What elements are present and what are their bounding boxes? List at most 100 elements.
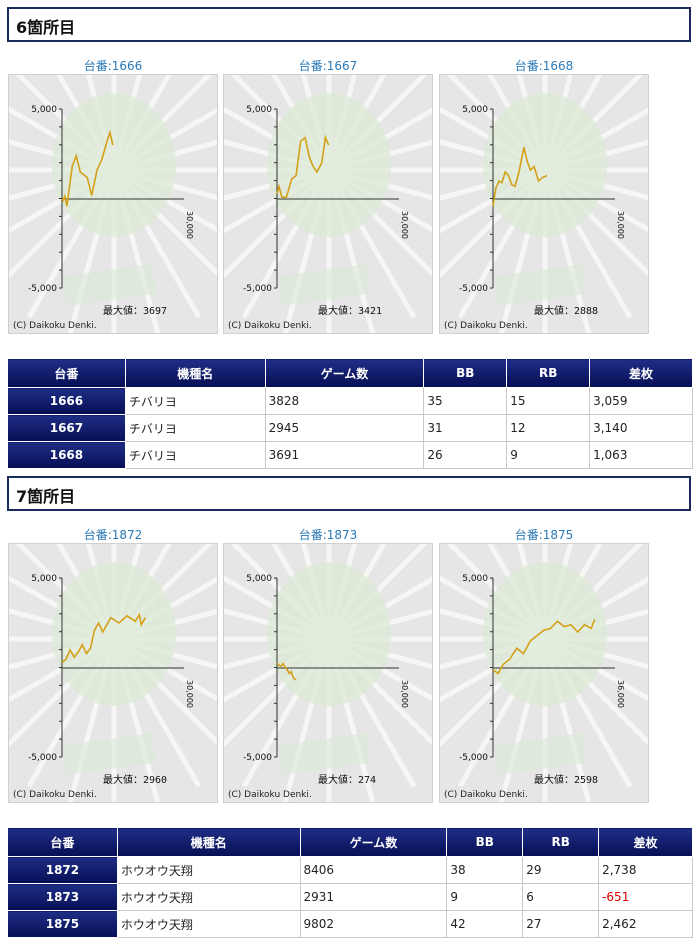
table-cell: ホウオウ天翔 xyxy=(116,856,301,884)
table-cell: 2,738 xyxy=(598,856,693,884)
section-header: 7箇所目 xyxy=(7,476,691,511)
unit-number-cell: 1873 xyxy=(7,883,118,911)
background-emblem xyxy=(483,562,607,706)
unit-number-cell: 1875 xyxy=(7,910,118,938)
copyright-text: (C) Daikoku Denki. xyxy=(13,321,97,331)
copyright-text: (C) Daikoku Denki. xyxy=(444,321,528,331)
y-tick-label-max: 5,000 xyxy=(462,105,488,115)
column-header: 台番 xyxy=(7,827,118,857)
y-tick-label-min: -5,000 xyxy=(243,753,272,763)
unit-title-link[interactable]: 台番:1668 xyxy=(514,59,574,73)
unit-title-link[interactable]: 台番:1872 xyxy=(83,528,143,542)
table-cell: ホウオウ天翔 xyxy=(116,883,301,911)
unit-number-cell: 1666 xyxy=(7,387,126,415)
y-tick-label-min: -5,000 xyxy=(28,284,57,294)
slump-graph[interactable]: 5,000 -5,000 30,000 最大値：3421 (C) Daikoku Den… xyxy=(223,74,433,334)
slump-graph[interactable]: 5,000 -5,000 36,000 最大値：2598 (C) Daikoku Den… xyxy=(439,543,649,803)
column-header: 機種名 xyxy=(116,827,301,857)
table-cell: 3,059 xyxy=(589,387,693,415)
data-line xyxy=(276,662,297,681)
table-cell: 26 xyxy=(423,441,508,469)
table-cell: 9 xyxy=(506,441,591,469)
section-header: 6箇所目 xyxy=(7,7,691,42)
section-title: 6箇所目 xyxy=(16,18,76,37)
x-tick-label-max: 30,000 xyxy=(400,680,409,708)
data-line xyxy=(61,612,147,664)
copyright-text: (C) Daikoku Denki. xyxy=(444,790,528,800)
y-tick-label-max: 5,000 xyxy=(462,574,488,584)
column-header: 機種名 xyxy=(124,358,266,388)
unit-number-cell: 1667 xyxy=(7,414,126,442)
column-header: 差枚 xyxy=(598,827,693,857)
table-row: 1667 チバリヨ 2945 31 12 3,140 xyxy=(7,414,693,442)
copyright-text: (C) Daikoku Denki. xyxy=(228,321,312,331)
x-tick-label-max: 30,000 xyxy=(400,211,409,239)
table-cell: 3828 xyxy=(264,387,425,415)
max-value-label: 最大値：2598 xyxy=(534,775,599,786)
table-cell: 2931 xyxy=(299,883,448,911)
unit-title-link[interactable]: 台番:1875 xyxy=(514,528,574,542)
y-tick-label-max: 5,000 xyxy=(31,105,57,115)
unit-title-link[interactable]: 台番:1873 xyxy=(298,528,358,542)
y-tick-label-max: 5,000 xyxy=(31,574,57,584)
slump-graph[interactable]: 5,000 -5,000 30,000 最大値：2888 (C) Daikoku Den… xyxy=(439,74,649,334)
table-cell: 42 xyxy=(446,910,524,938)
table-cell: 2,462 xyxy=(598,910,693,938)
table-cell: 2945 xyxy=(264,414,425,442)
table-cell: -651 xyxy=(598,883,693,911)
slump-graph[interactable]: 5,000 -5,000 30,000 最大値：274 (C) Daikoku Denk… xyxy=(223,543,433,803)
table-row: 1666 チバリヨ 3828 35 15 3,059 xyxy=(7,387,693,415)
data-line xyxy=(276,134,330,198)
table-cell: 12 xyxy=(506,414,591,442)
section-title: 7箇所目 xyxy=(16,487,76,506)
y-tick-label-max: 5,000 xyxy=(246,105,272,115)
background-emblem xyxy=(267,93,391,237)
y-tick-label-min: -5,000 xyxy=(459,753,488,763)
x-tick-label-max: 30,000 xyxy=(185,680,194,708)
max-value-label: 最大値：3421 xyxy=(318,306,383,317)
y-tick-label-min: -5,000 xyxy=(459,284,488,294)
table-cell: チバリヨ xyxy=(124,414,266,442)
column-header: RB xyxy=(522,827,600,857)
x-tick-label-max: 30,000 xyxy=(616,211,625,239)
column-header: ゲーム数 xyxy=(299,827,448,857)
background-emblem xyxy=(52,562,176,706)
table-row: 1668 チバリヨ 3691 26 9 1,063 xyxy=(7,441,693,469)
column-header: RB xyxy=(506,358,591,388)
background-emblem xyxy=(267,562,391,706)
data-line xyxy=(492,619,596,675)
unit-title-link[interactable]: 台番:1666 xyxy=(83,59,143,73)
max-value-label: 最大値：2960 xyxy=(103,775,168,786)
table-cell: ホウオウ天翔 xyxy=(116,910,301,938)
table-cell: 6 xyxy=(522,883,600,911)
table-cell: チバリヨ xyxy=(124,387,266,415)
column-header: 差枚 xyxy=(589,358,693,388)
slump-graph[interactable]: 5,000 -5,000 30,000 最大値：2960 (C) Daikoku Den… xyxy=(8,543,218,803)
table-cell: チバリヨ xyxy=(124,441,266,469)
table-cell: 38 xyxy=(446,856,524,884)
table-row: 1872 ホウオウ天翔 8406 38 29 2,738 xyxy=(7,856,693,884)
max-value-label: 最大値：274 xyxy=(318,775,377,786)
copyright-text: (C) Daikoku Denki. xyxy=(228,790,312,800)
table-cell: 9802 xyxy=(299,910,448,938)
table-header-row: 台番 機種名 ゲーム数 BB RB 差枚 xyxy=(7,358,693,388)
slump-graph[interactable]: 5,000 -5,000 30,000 最大値：3697 (C) Daikoku Den… xyxy=(8,74,218,334)
table-row: 1875 ホウオウ天翔 9802 42 27 2,462 xyxy=(7,910,693,938)
data-line xyxy=(61,129,114,207)
table-cell: 29 xyxy=(522,856,600,884)
results-table: 台番 機種名 ゲーム数 BB RB 差枚 1666 チバリヨ 3828 35 15 3,059 166… xyxy=(7,358,693,469)
unit-number-cell: 1668 xyxy=(7,441,126,469)
copyright-text: (C) Daikoku Denki. xyxy=(13,790,97,800)
unit-title-link[interactable]: 台番:1667 xyxy=(298,59,358,73)
background-emblem xyxy=(483,93,607,237)
table-cell: 9 xyxy=(446,883,524,911)
data-line xyxy=(492,146,548,207)
results-table: 台番 機種名 ゲーム数 BB RB 差枚 1872 ホウオウ天翔 8406 38 29 2,738 1… xyxy=(7,827,693,938)
column-header: 台番 xyxy=(7,358,126,388)
y-tick-label-min: -5,000 xyxy=(243,284,272,294)
y-tick-label-max: 5,000 xyxy=(246,574,272,584)
table-cell: 8406 xyxy=(299,856,448,884)
table-cell: 3691 xyxy=(264,441,425,469)
table-cell: 35 xyxy=(423,387,508,415)
unit-number-cell: 1872 xyxy=(7,856,118,884)
